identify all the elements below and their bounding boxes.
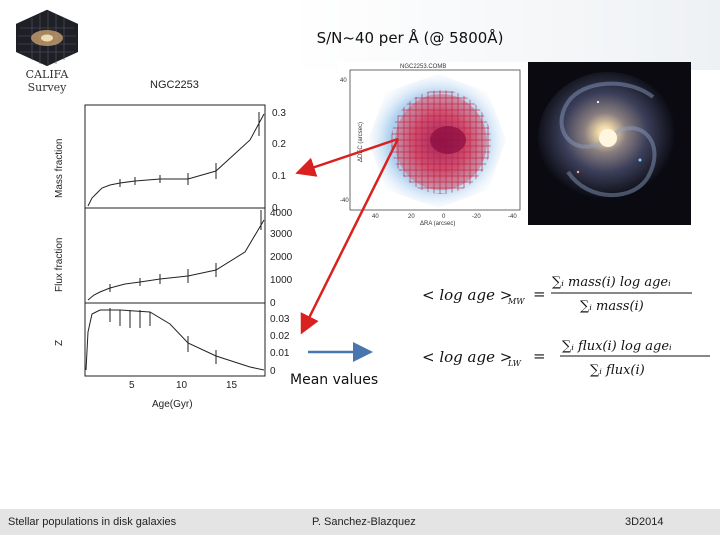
mw-lhs: < log age > [422, 286, 512, 304]
lw-lhs: < log age > [422, 348, 512, 366]
xlabel: Age(Gyr) [152, 399, 193, 410]
xtick: 5 [129, 380, 135, 391]
galaxy-image [528, 62, 691, 225]
metallicity-curve [85, 309, 265, 371]
ytick: 0 [272, 203, 278, 214]
xtick: 15 [226, 380, 238, 391]
panel-z-frame [84, 302, 266, 377]
ytick: 0.2 [272, 139, 286, 150]
ylabel-flux: Flux fraction [54, 238, 65, 292]
z-errorbars [109, 308, 217, 364]
ifu-title: NGC2253.COMB [400, 64, 446, 70]
ytick: 0 [270, 298, 276, 309]
ytick: 4000 [270, 208, 293, 219]
ifu-xtick: 20 [408, 214, 415, 220]
mw-numerator: ∑ᵢ mass(i) log ageᵢ [552, 275, 671, 290]
ytick: 2000 [270, 252, 293, 263]
ifu-ylabel: ΔDEC (arcsec) [358, 122, 364, 162]
lw-subscript: LW [507, 359, 522, 368]
ifu-xtick: -40 [508, 214, 517, 220]
logo-text: CALIFA Survey [25, 68, 69, 94]
califa-logo: CALIFA Survey [6, 8, 88, 94]
footer-author: P. Sanchez-Blazquez [312, 516, 416, 528]
ifu-xtick: -20 [472, 214, 481, 220]
lw-equals: = [533, 347, 546, 365]
ytick: 1000 [270, 275, 293, 286]
lw-denominator: ∑ᵢ flux(i) [590, 363, 645, 378]
ifu-ytick: -40 [340, 198, 349, 204]
footer-bar: Stellar populations in disk galaxies P. … [0, 509, 720, 535]
ytick: 0.03 [270, 314, 290, 325]
panel-flux-frame [84, 207, 266, 304]
age-formulas: < log age > MW = ∑ᵢ mass(i) log ageᵢ ∑ᵢ … [422, 275, 710, 378]
mw-denominator: ∑ᵢ mass(i) [580, 299, 644, 314]
slide-title: S/N~40 per Å (@ 5800Å) [316, 29, 504, 47]
ylabel-mass: Mass fraction [54, 139, 65, 198]
ifu-xtick: 40 [372, 214, 379, 220]
ytick: 0.3 [272, 108, 286, 119]
mass-errorbars [119, 112, 260, 187]
ytick: 0.01 [270, 348, 290, 359]
ytick: 3000 [270, 229, 293, 240]
age-distribution-figure: NGC2253 Mass fraction Flux fraction Z 0.… [54, 79, 293, 410]
ifu-xtick: 0 [442, 214, 446, 220]
flux-fraction-curve [87, 219, 265, 301]
ytick: 0.1 [272, 171, 286, 182]
xtick: 10 [176, 380, 188, 391]
header-band [0, 0, 720, 70]
panel-mass-frame [84, 104, 266, 209]
ytick: 0 [270, 366, 276, 377]
lw-numerator: ∑ᵢ flux(i) log ageᵢ [562, 339, 672, 354]
ifu-xlabel: ΔRA (arcsec) [420, 221, 455, 227]
mean-values-label: Mean values [290, 372, 379, 388]
hexagon-logo-icon [16, 9, 78, 67]
mw-equals: = [533, 285, 546, 303]
galaxy-name: NGC2253 [150, 79, 199, 91]
mw-subscript: MW [507, 297, 525, 306]
footer-talk-title: Stellar populations in disk galaxies [8, 516, 177, 528]
ifu-age-map: NGC2253.COMB 40 20 0 -20 -40 ΔRA (arcsec… [338, 62, 528, 227]
ylabel-z: Z [54, 340, 65, 346]
ifu-ytick: 40 [340, 78, 347, 84]
flux-errorbars [109, 210, 262, 292]
mass-fraction-curve [87, 113, 265, 207]
footer-conference: 3D2014 [625, 516, 664, 528]
ytick: 0.02 [270, 331, 290, 342]
